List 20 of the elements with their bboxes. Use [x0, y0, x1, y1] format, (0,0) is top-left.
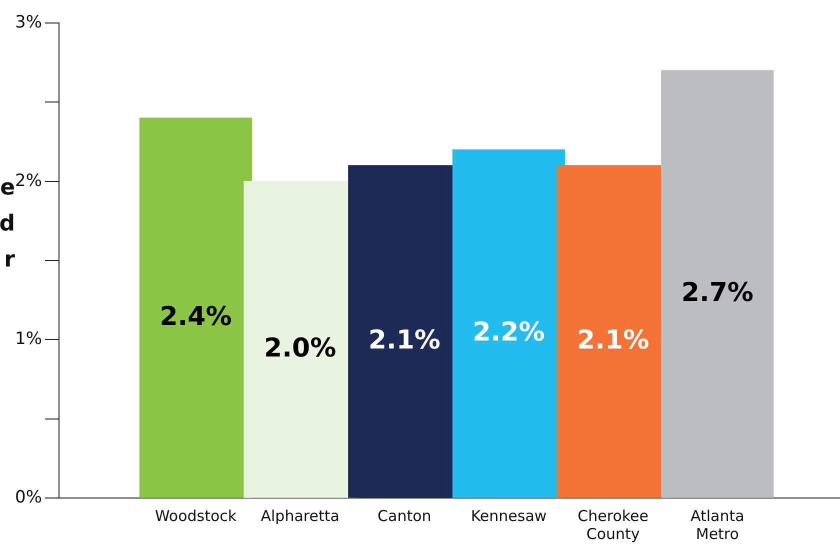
x-tick-label: Kennesaw	[470, 506, 547, 525]
data-label: 2.4%	[160, 302, 232, 332]
x-tick-label: Woodstock	[154, 506, 237, 525]
x-tick-label: Cherokee County	[578, 506, 649, 543]
x-tick-label: Atlanta Metro	[690, 506, 744, 543]
bar	[139, 118, 252, 498]
y-tick-label: 0%	[15, 487, 42, 508]
y-tick-label: 1%	[15, 329, 42, 350]
y-tick-label: 2%	[15, 170, 42, 191]
bar	[661, 70, 774, 498]
data-label: 2.0%	[264, 333, 336, 364]
y-axis-title: e d r	[0, 176, 16, 273]
bar	[452, 149, 566, 498]
data-label: 2.1%	[577, 326, 650, 356]
x-tick-label: Alpharetta	[260, 506, 340, 525]
data-label: 2.2%	[472, 318, 545, 348]
y-tick-label: 3%	[15, 12, 42, 32]
data-label: 2.7%	[681, 278, 754, 308]
data-label: 2.1%	[368, 326, 440, 356]
x-tick-label: Canton	[378, 506, 432, 525]
